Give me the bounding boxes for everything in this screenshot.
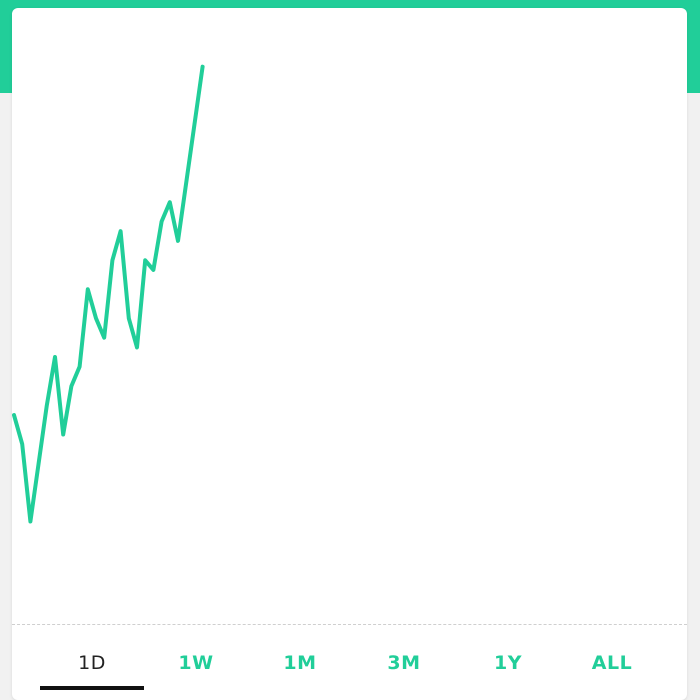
chart-card: 1D 1W 1M 3M 1Y ALL <box>12 8 687 700</box>
range-selector: 1D 1W 1M 3M 1Y ALL <box>12 638 687 700</box>
active-tab-underline <box>40 686 144 690</box>
tab-1y[interactable]: 1Y <box>494 652 522 674</box>
price-line <box>12 64 205 524</box>
tab-1d[interactable]: 1D <box>78 652 106 674</box>
price-chart[interactable] <box>12 8 687 628</box>
price-chart-svg <box>12 64 205 524</box>
chart-baseline <box>12 624 687 625</box>
tab-1w[interactable]: 1W <box>178 652 214 674</box>
tab-1m[interactable]: 1M <box>283 652 317 674</box>
tab-3m[interactable]: 3M <box>387 652 421 674</box>
tab-all[interactable]: ALL <box>591 652 633 674</box>
